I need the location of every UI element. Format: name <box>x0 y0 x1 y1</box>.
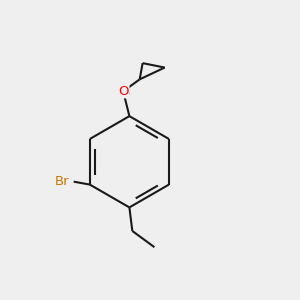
Text: O: O <box>118 85 129 98</box>
Text: Br: Br <box>55 175 70 188</box>
